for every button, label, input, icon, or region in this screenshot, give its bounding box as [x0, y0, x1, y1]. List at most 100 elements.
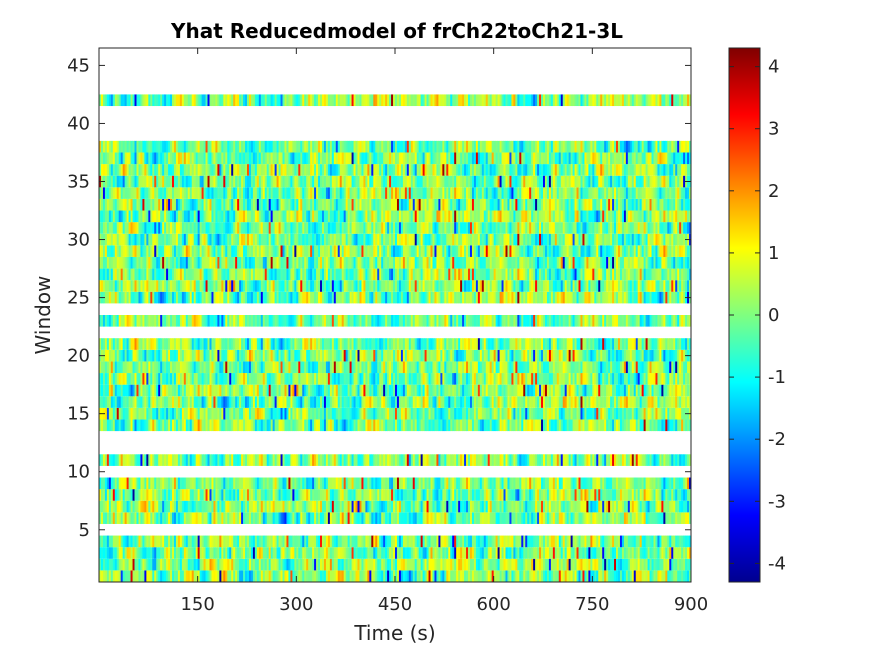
heatmap-cell — [655, 419, 658, 432]
heatmap-cell — [570, 454, 573, 466]
heatmap-cell — [537, 500, 540, 513]
heatmap-cell — [647, 454, 650, 466]
heatmap-cell — [229, 489, 232, 501]
heatmap-cell — [142, 500, 145, 513]
heatmap-cell — [606, 535, 609, 548]
heatmap-cell — [511, 384, 514, 397]
heatmap-cell — [335, 535, 339, 548]
heatmap-cell — [393, 419, 396, 432]
heatmap-cell — [543, 407, 546, 420]
heatmap-cell — [432, 384, 435, 397]
heatmap-cell — [434, 349, 437, 362]
heatmap-cell — [154, 361, 157, 374]
heatmap-cell — [144, 349, 147, 362]
heatmap-cell — [667, 361, 670, 374]
heatmap-cell — [683, 558, 686, 571]
heatmap-cell — [294, 558, 297, 571]
heatmap-cell — [406, 489, 410, 501]
heatmap-cell — [122, 547, 126, 559]
heatmap-cell — [239, 419, 242, 432]
heatmap-cell — [462, 570, 465, 582]
heatmap-cell — [505, 419, 508, 432]
heatmap-cell — [663, 547, 666, 559]
heatmap-cell — [298, 558, 301, 571]
heatmap-cell — [280, 558, 283, 571]
heatmap-cell — [614, 419, 617, 432]
heatmap-cell — [404, 570, 408, 582]
heatmap-cell — [629, 547, 633, 559]
heatmap-cell — [422, 396, 425, 408]
heatmap-cell — [154, 373, 157, 385]
heatmap-cell — [146, 396, 149, 408]
heatmap-cell — [681, 489, 684, 501]
heatmap-cell — [446, 570, 449, 582]
heatmap-cell — [661, 419, 664, 432]
heatmap-cell — [444, 547, 447, 559]
heatmap-cell — [523, 407, 526, 420]
heatmap-cell — [241, 547, 244, 559]
heatmap-cell — [110, 489, 114, 501]
heatmap-cell — [168, 396, 171, 408]
heatmap-cell — [106, 535, 110, 548]
heatmap-cell — [391, 396, 394, 408]
heatmap-cell — [154, 384, 157, 397]
heatmap-cell — [564, 570, 568, 582]
heatmap-cell — [602, 407, 605, 420]
heatmap-cell — [477, 419, 481, 432]
heatmap-cell — [596, 361, 599, 374]
heatmap-cell — [511, 454, 514, 466]
heatmap-cell — [217, 454, 220, 466]
heatmap-cell — [175, 570, 179, 582]
heatmap-cell — [513, 500, 516, 513]
heatmap-cell — [225, 570, 228, 582]
heatmap-cell — [320, 547, 323, 559]
heatmap-cell — [416, 361, 420, 374]
heatmap-cell — [209, 338, 212, 350]
heatmap-cell — [349, 384, 352, 397]
heatmap-cell — [233, 361, 236, 374]
heatmap-cell — [432, 454, 435, 466]
heatmap-cell — [657, 547, 660, 559]
heatmap-cell — [187, 384, 191, 397]
heatmap-cell — [195, 361, 199, 374]
heatmap-cell — [217, 570, 220, 582]
heatmap-cell — [250, 419, 254, 432]
heatmap-cell — [653, 500, 656, 513]
heatmap-cell — [248, 373, 252, 385]
heatmap-cell — [517, 477, 520, 490]
heatmap-cell — [481, 558, 485, 571]
heatmap-cell — [229, 477, 232, 490]
heatmap-cell — [375, 454, 378, 466]
heatmap-cell — [497, 407, 500, 420]
heatmap-cell — [175, 384, 179, 397]
heatmap-cell — [535, 384, 538, 397]
heatmap-cell — [126, 454, 129, 466]
heatmap-cell — [229, 512, 232, 524]
heatmap-cell — [509, 558, 512, 571]
heatmap-cell — [112, 477, 116, 490]
heatmap-cell — [136, 489, 139, 501]
heatmap-cell — [600, 407, 603, 420]
heatmap-cell — [231, 558, 234, 571]
heatmap-cell — [199, 407, 203, 420]
heatmap-cell — [596, 454, 599, 466]
heatmap-cell — [233, 454, 236, 466]
heatmap-cell — [396, 558, 400, 571]
heatmap-cell — [183, 454, 187, 466]
heatmap-cell — [608, 512, 611, 524]
heatmap-cell — [460, 384, 463, 397]
heatmap-cell — [185, 338, 189, 350]
heatmap-cell — [225, 477, 228, 490]
heatmap-cell — [327, 547, 331, 559]
heatmap-cell — [578, 512, 581, 524]
heatmap-cell — [420, 570, 424, 582]
heatmap-cell — [254, 558, 258, 571]
heatmap-cell — [647, 535, 650, 548]
heatmap-cell — [430, 384, 433, 397]
heatmap-cell — [266, 419, 270, 432]
heatmap-cell — [462, 338, 465, 350]
heatmap-cell — [369, 338, 372, 350]
heatmap-cell — [681, 500, 684, 513]
heatmap-cell — [343, 384, 347, 397]
heatmap-cell — [272, 558, 276, 571]
